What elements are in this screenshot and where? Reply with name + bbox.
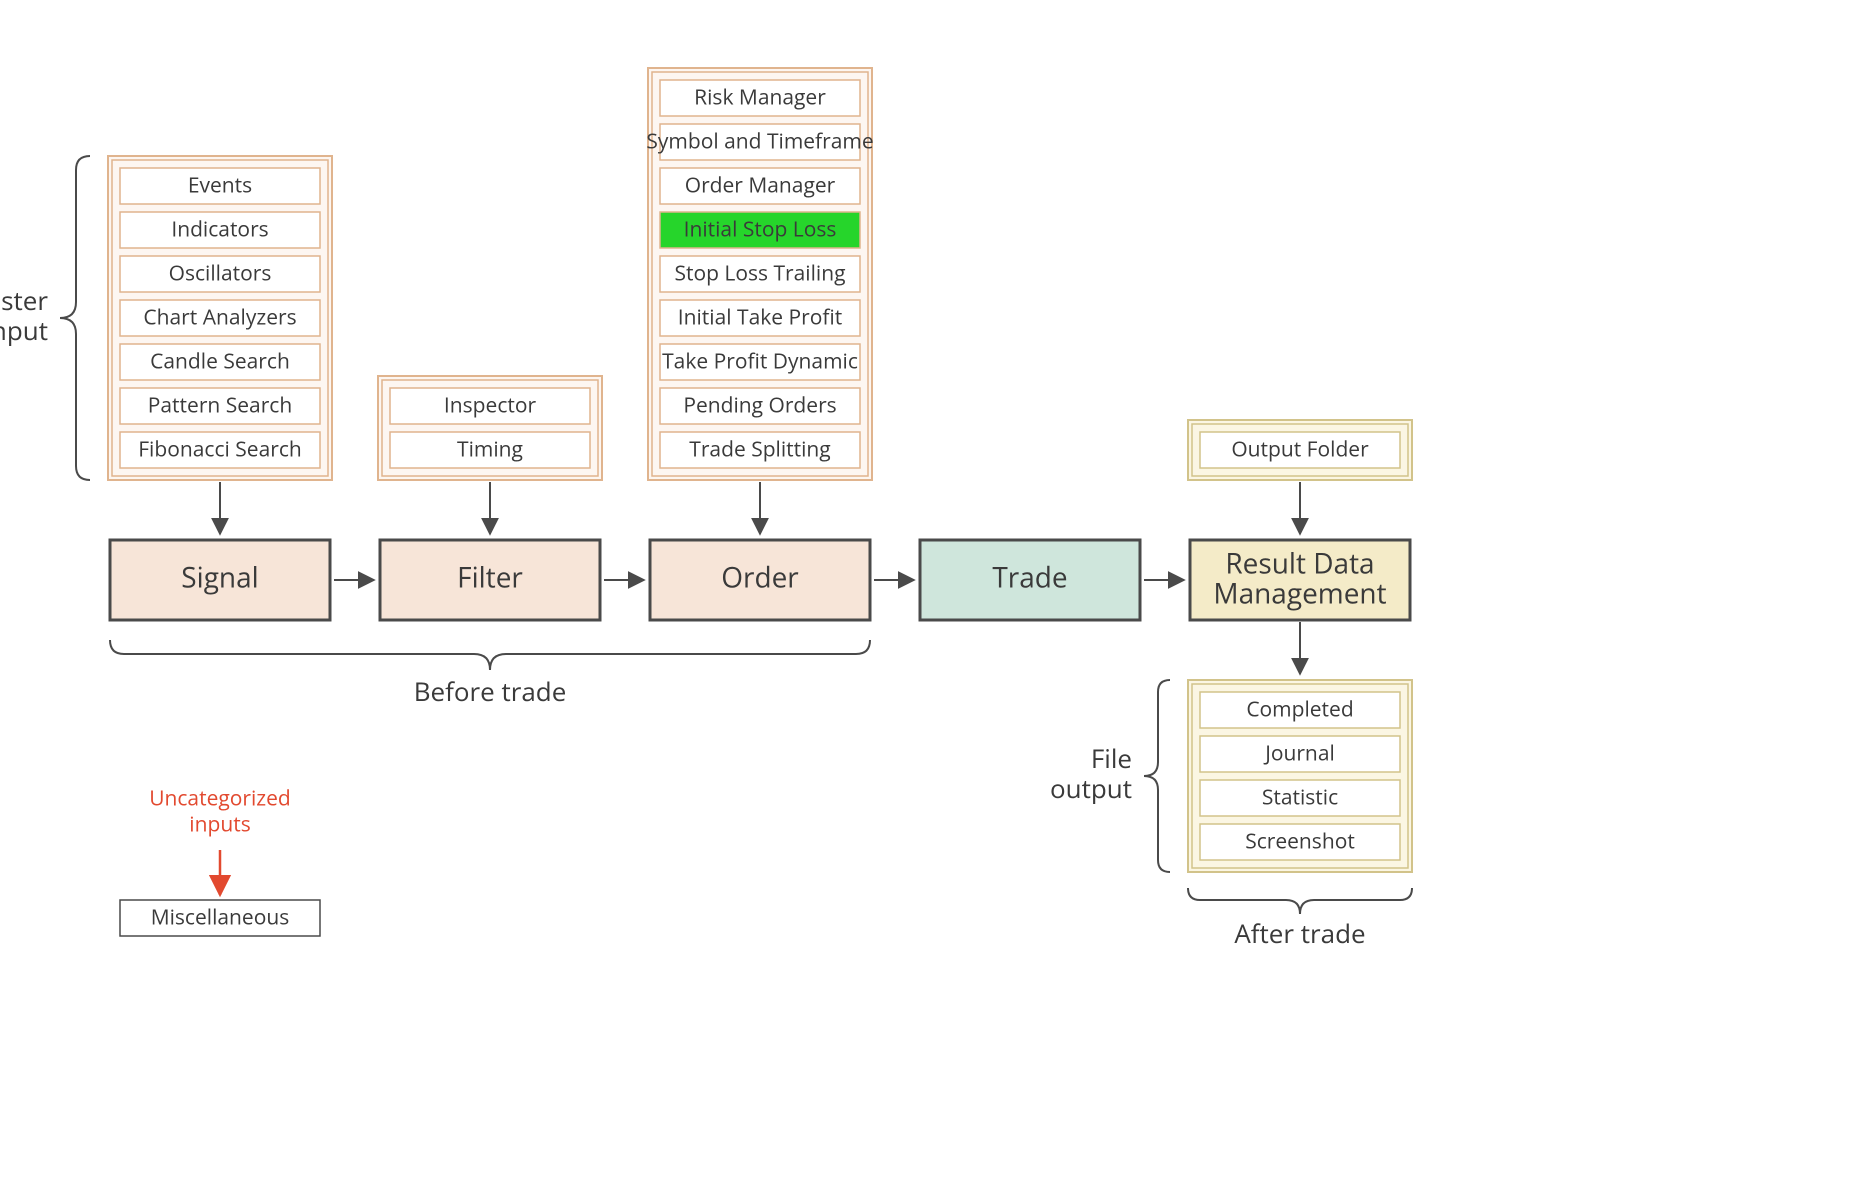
group-signal_in-item-label: Oscillators	[169, 260, 272, 288]
group-order_in-item-label: Pending Orders	[683, 392, 836, 420]
group-filter_in-item-label: Inspector	[444, 392, 537, 420]
label-before-trade: Before trade	[414, 673, 567, 709]
group-signal_in-item-label: Chart Analyzers	[143, 304, 296, 332]
group-signal_in-item-label: Fibonacci Search	[138, 436, 302, 464]
group-order_in-item-label: Initial Take Profit	[678, 304, 842, 332]
main-node-trade-label: Trade	[992, 558, 1067, 596]
group-signal_in-item-label: Indicators	[171, 216, 268, 244]
group-signal_in-item-label: Candle Search	[150, 348, 290, 376]
misc-caption: Uncategorized	[149, 785, 291, 813]
group-result_out-item-label: Screenshot	[1245, 828, 1355, 856]
group-result_out-item-label: Completed	[1246, 696, 1353, 724]
group-result_in-item-label: Output Folder	[1231, 436, 1369, 464]
label-after-trade: After trade	[1234, 915, 1365, 951]
brace-before-trade	[110, 640, 870, 670]
svg-text:inputs: inputs	[189, 811, 250, 839]
main-node-signal-label: Signal	[181, 558, 258, 596]
group-order_in-item-label: Risk Manager	[694, 84, 826, 112]
group-result_out-item-label: Journal	[1263, 740, 1335, 768]
group-filter_in-item-label: Timing	[457, 436, 523, 464]
brace-after-trade	[1188, 888, 1412, 914]
group-order_in-item-label: Trade Splitting	[689, 436, 830, 464]
group-order_in-item-label: Stop Loss Trailing	[674, 260, 845, 288]
group-order_in-item-label: Take Profit Dynamic	[662, 348, 858, 376]
group-result_out-item-label: Statistic	[1262, 784, 1338, 812]
svg-text:input: input	[0, 312, 48, 348]
svg-text:output: output	[1050, 770, 1132, 806]
brace-tester-input	[60, 156, 90, 480]
main-node-order-label: Order	[721, 558, 799, 596]
group-order_in-item-label: Symbol and Timeframe	[646, 128, 873, 156]
misc-box-label: Miscellaneous	[151, 904, 290, 932]
main-node-filter-label: Filter	[457, 558, 523, 596]
group-signal_in-item-label: Pattern Search	[148, 392, 292, 420]
svg-text:Management: Management	[1213, 574, 1386, 612]
group-order_in-item-label: Initial Stop Loss	[684, 216, 837, 244]
group-signal_in-item-label: Events	[188, 172, 252, 200]
group-order_in-item-label: Order Manager	[685, 172, 836, 200]
brace-file-output	[1144, 680, 1170, 872]
